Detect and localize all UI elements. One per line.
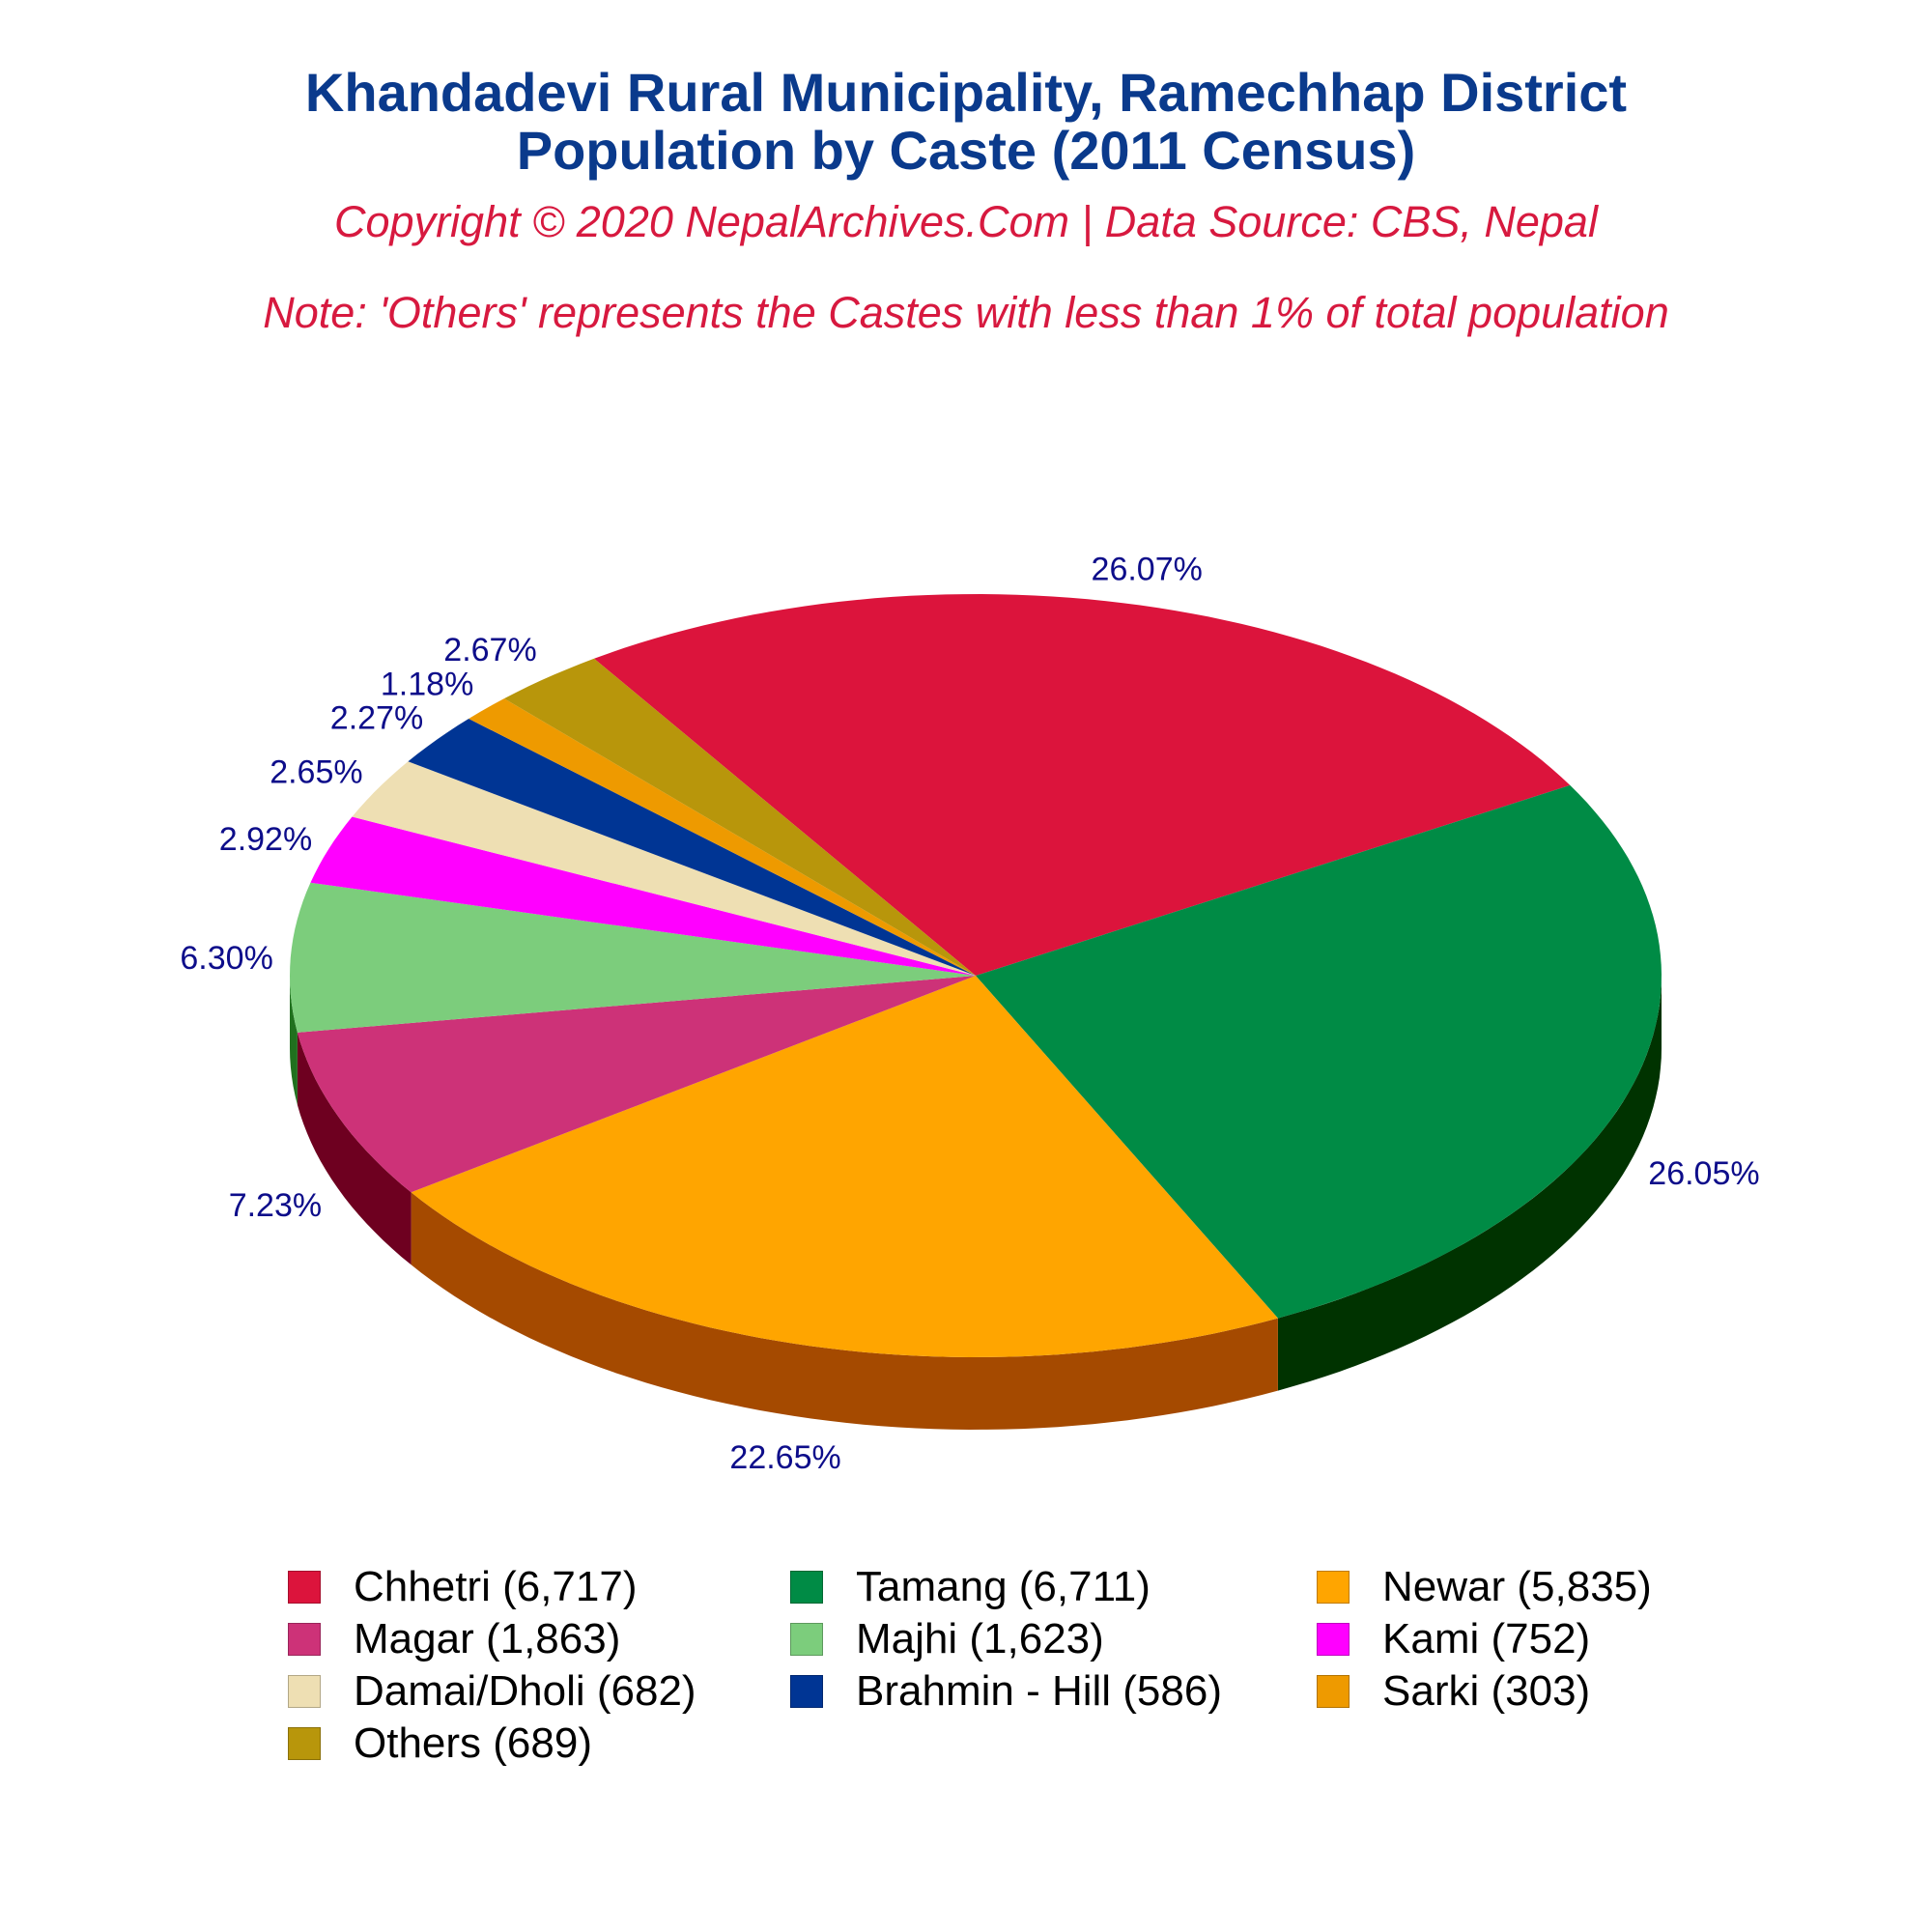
percent-label-tamang: 26.05%	[1648, 1155, 1759, 1192]
legend-item-newar: Newar (5,835)	[1317, 1561, 1722, 1613]
pie-labels: 26.07% 26.05% 22.65% 7.23% 6.30% 2.92% 2.65% 2.…	[180, 551, 1759, 1476]
legend-item-majhi: Majhi (1,623)	[790, 1613, 1317, 1665]
legend-item-sarki: Sarki (303)	[1317, 1665, 1722, 1718]
percent-label-brahmin-hill: 2.27%	[330, 700, 423, 737]
legend-swatch-brahmin-hill	[790, 1675, 823, 1708]
legend-item-kami: Kami (752)	[1317, 1613, 1722, 1665]
chart-title-line-2: Population by Caste (2011 Census)	[516, 120, 1416, 181]
legend-label-kami: Kami (752)	[1382, 1615, 1591, 1662]
legend-item-brahmin-hill: Brahmin - Hill (586)	[790, 1665, 1317, 1718]
copyright-text: Copyright © 2020 NepalArchives.Com | Dat…	[334, 197, 1598, 246]
legend-label-damai-dholi: Damai/Dholi (682)	[354, 1667, 696, 1715]
percent-label-newar: 22.65%	[729, 1439, 840, 1476]
pie-slice-sarki	[469, 698, 976, 976]
chart-title-line-1: Khandadevi Rural Municipality, Ramechhap…	[304, 62, 1628, 123]
pie-sides	[290, 976, 1662, 1430]
percent-label-kami: 2.92%	[219, 821, 312, 858]
legend-item-damai-dholi: Damai/Dholi (682)	[288, 1665, 790, 1718]
legend-item-magar: Magar (1,863)	[288, 1613, 790, 1665]
percent-label-others: 2.67%	[443, 632, 536, 668]
percent-label-damai-dholi: 2.65%	[270, 754, 362, 791]
pie-slices	[290, 594, 1662, 1357]
legend-swatch-others	[288, 1727, 321, 1760]
pie-side-majhi	[290, 976, 298, 1105]
legend-swatch-damai-dholi	[288, 1675, 321, 1708]
legend-label-chhetri: Chhetri (6,717)	[354, 1563, 638, 1610]
pie-side-magar	[297, 1032, 412, 1265]
pie-slice-others	[503, 658, 976, 976]
pie-side-tamang	[1277, 976, 1662, 1391]
legend-label-magar: Magar (1,863)	[354, 1615, 621, 1662]
percent-label-majhi: 6.30%	[180, 940, 272, 977]
legend-swatch-sarki	[1317, 1675, 1350, 1708]
note-text: Note: 'Others' represents the Castes wit…	[263, 288, 1669, 337]
percent-label-chhetri: 26.07%	[1092, 551, 1203, 587]
legend-swatch-tamang	[790, 1571, 823, 1604]
legend-swatch-kami	[1317, 1623, 1350, 1656]
legend-label-sarki: Sarki (303)	[1382, 1667, 1591, 1715]
legend: Chhetri (6,717) Tamang (6,711) Newar (5,83…	[288, 1561, 1737, 1770]
percent-label-sarki: 1.18%	[381, 666, 473, 702]
pie-slice-magar	[297, 976, 976, 1193]
percent-label-magar: 7.23%	[229, 1187, 322, 1224]
legend-label-others: Others (689)	[354, 1719, 592, 1767]
pie-slice-chhetri	[594, 594, 1571, 976]
pie-slice-damai-dholi	[352, 761, 976, 976]
pie-slice-newar	[411, 976, 1278, 1357]
legend-swatch-chhetri	[288, 1571, 321, 1604]
legend-swatch-newar	[1317, 1571, 1350, 1604]
legend-label-newar: Newar (5,835)	[1382, 1563, 1652, 1610]
legend-label-tamang: Tamang (6,711)	[856, 1563, 1151, 1610]
legend-label-brahmin-hill: Brahmin - Hill (586)	[856, 1667, 1222, 1715]
pie-slice-kami	[310, 816, 976, 976]
pie-slice-majhi	[290, 882, 976, 1033]
legend-item-tamang: Tamang (6,711)	[790, 1561, 1317, 1613]
legend-item-chhetri: Chhetri (6,717)	[288, 1561, 790, 1613]
pie-slice-brahmin-hill	[408, 719, 976, 976]
pie-side-newar	[411, 1192, 1278, 1430]
legend-item-others: Others (689)	[288, 1718, 790, 1770]
legend-swatch-magar	[288, 1623, 321, 1656]
pie-slice-tamang	[976, 784, 1662, 1319]
legend-swatch-majhi	[790, 1623, 823, 1656]
legend-label-majhi: Majhi (1,623)	[856, 1615, 1104, 1662]
